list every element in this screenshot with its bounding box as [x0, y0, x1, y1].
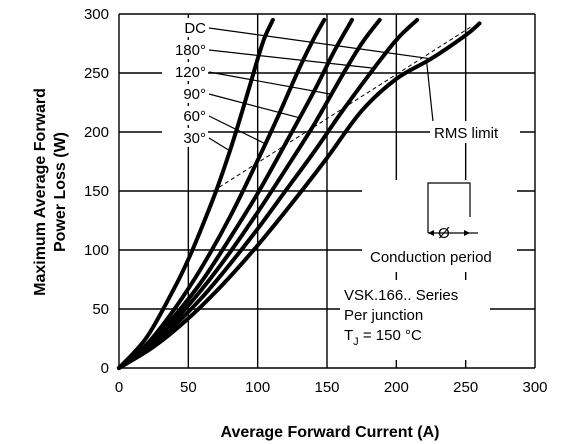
per-junction-label: Per junction: [344, 307, 423, 324]
y-axis-title-line1: Maximum Average Forward: [32, 88, 49, 296]
series-label-30-deg: 30°: [183, 130, 206, 147]
x-tick-label: 50: [180, 379, 197, 396]
x-tick-label: 250: [453, 379, 478, 396]
series-label-180-deg: 180°: [175, 42, 206, 59]
series-label-120-deg: 120°: [175, 64, 206, 81]
tj-main: T: [344, 327, 353, 344]
leader-line-30-deg: [208, 137, 231, 152]
series-layer: [117, 17, 482, 370]
tj-sub: J: [353, 336, 359, 348]
x-tick-label: 0: [115, 379, 123, 396]
series-label-bg: [162, 128, 208, 147]
y-tick-label: 150: [84, 183, 109, 200]
x-tick-label: 150: [314, 379, 339, 396]
series-label-bg: [162, 106, 208, 125]
series-label-90-deg: 90°: [183, 86, 206, 103]
series-label-bg: [162, 62, 208, 81]
series-line-dc: [117, 21, 482, 370]
rms-label-group: RMS limit: [430, 121, 520, 143]
x-tick-label: 100: [245, 379, 270, 396]
series-label-60-deg: 60°: [183, 108, 206, 125]
leader-line-60-deg: [208, 115, 266, 145]
series-line-180-deg: [117, 17, 420, 370]
arrow-right-icon: [464, 230, 470, 236]
series-label-bg: [162, 40, 208, 59]
y-tick-label: 250: [84, 65, 109, 82]
y-tick-label: 100: [84, 242, 109, 259]
leader-line-120-deg: [208, 71, 332, 95]
y-tick-label: 50: [92, 301, 109, 318]
label-leaders: DC 180° 120° 90° 60° 30°: [162, 18, 435, 152]
x-axis-title: Average Forward Current (A): [221, 424, 440, 441]
x-tick-label: 200: [384, 379, 409, 396]
y-tick-label: 300: [84, 6, 109, 23]
conduction-period-label: Conduction period: [370, 249, 492, 266]
series-info: VSK.166.. Series Per junction TJ = 150 °…: [340, 280, 490, 360]
y-axis-title: Maximum Average Forward Power Loss (W): [32, 88, 69, 296]
tick-labels: 0 50 100 150 200 250 300 0 50 100 150 200 250 300: [84, 6, 548, 396]
series-label-bg: [162, 18, 208, 37]
info-bg: [340, 280, 490, 360]
rms-limit-label: RMS limit: [434, 125, 499, 142]
y-axis-title-line2: Power Loss (W): [52, 132, 69, 252]
tj-value: = 150 °C: [359, 327, 422, 344]
phi-symbol: Ø: [438, 225, 450, 242]
conduction-bg: [362, 180, 517, 272]
leader-line-90-deg: [208, 93, 300, 119]
arrow-left-icon: [428, 230, 434, 236]
conduction-period-annotation: Ø Conduction period: [362, 180, 517, 272]
rms-leader-line: [426, 63, 435, 132]
leader-line-dc: [208, 27, 432, 60]
series-label-bg: [162, 84, 208, 103]
series-line-120-deg: [117, 17, 382, 370]
series-label-dc: DC: [184, 20, 206, 37]
y-tick-label: 200: [84, 124, 109, 141]
rms-label-bg: [430, 121, 520, 143]
series-line-30-deg: [117, 17, 275, 370]
series-line-90-deg: [117, 17, 354, 370]
x-tick-label: 300: [522, 379, 547, 396]
series-name-label: VSK.166.. Series: [344, 287, 458, 304]
series-line-60-deg: [117, 17, 327, 370]
pulse-shape: [427, 182, 471, 233]
tj-label: TJ = 150 °C: [344, 327, 422, 348]
y-tick-label: 0: [101, 360, 109, 377]
leader-line-180-deg: [208, 49, 375, 69]
